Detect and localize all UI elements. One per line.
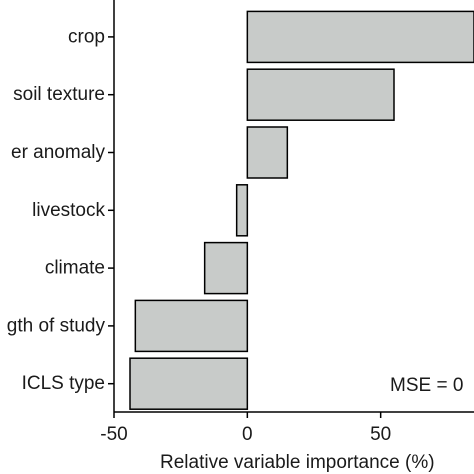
- category-label: livestock: [32, 200, 105, 221]
- category-label: crop: [68, 26, 105, 47]
- category-labels: crop soil texture er anomaly livestock clima…: [7, 26, 114, 394]
- bar: [134, 299, 249, 353]
- category-label: soil texture: [13, 84, 105, 105]
- bar: [129, 357, 249, 410]
- category-label: climate: [45, 258, 105, 279]
- bar: [235, 184, 249, 237]
- x-axis-title: Relative variable importance (%): [160, 452, 435, 473]
- bar: [246, 126, 289, 179]
- x-tick-label: 0: [242, 424, 253, 445]
- category-label: er anomaly: [11, 142, 105, 163]
- x-tick-label: 50: [370, 424, 391, 445]
- bar: [246, 68, 395, 121]
- category-label: gth of study: [7, 315, 106, 336]
- bar: [203, 241, 249, 295]
- bars-layer: [129, 10, 474, 410]
- mse-annotation: MSE = 0: [390, 375, 463, 396]
- bar: [246, 10, 474, 64]
- x-tick-label: -50: [100, 424, 127, 445]
- x-ticks: -50 0 50: [100, 412, 391, 445]
- category-label: ICLS type: [22, 373, 105, 394]
